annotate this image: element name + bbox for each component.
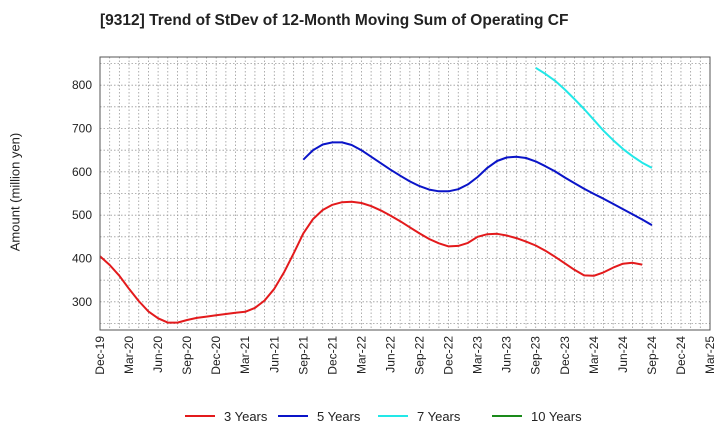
legend-swatch [378, 415, 408, 417]
y-tick-label: 700 [72, 122, 92, 136]
x-tick-label: Dec-24 [674, 336, 688, 375]
x-tick-label: Sep-22 [413, 336, 427, 375]
y-tick-label: 600 [72, 165, 92, 179]
series-line-5-years [302, 141, 653, 226]
x-tick-label: Dec-23 [558, 336, 572, 375]
x-tick-label: Sep-21 [296, 336, 310, 375]
y-tick-label: 300 [72, 295, 92, 309]
y-tick-label: 400 [72, 252, 92, 266]
x-tick-label: Sep-23 [529, 336, 543, 375]
x-tick-label: Jun-23 [500, 336, 514, 373]
legend-item: 5 Years [278, 406, 360, 426]
series-lines [99, 66, 653, 324]
legend-label: 7 Years [417, 408, 461, 424]
legend-swatch [278, 415, 308, 417]
x-tick-label: Dec-21 [325, 336, 339, 375]
x-tick-label: Dec-19 [93, 336, 107, 375]
x-tick-label: Mar-24 [587, 336, 601, 374]
y-tick-labels: 300 400 500 600 700 800 [72, 78, 92, 309]
x-tick-label: Sep-20 [180, 336, 194, 375]
legend-label: 10 Years [531, 408, 582, 424]
x-tick-label: Sep-24 [645, 336, 659, 375]
chart-title: [9312] Trend of StDev of 12-Month Moving… [100, 12, 569, 29]
x-tick-label: Mar-22 [354, 336, 368, 374]
x-tick-labels: Dec-19 Mar-20 Jun-20 Sep-20 Dec-20 Mar-21 Jun-… [93, 336, 717, 375]
x-tick-label: Dec-22 [442, 336, 456, 375]
legend-swatch [185, 415, 215, 417]
legend-item: 7 Years [378, 406, 460, 426]
x-tick-label: Jun-21 [267, 336, 281, 373]
legend: 3 Years 5 Years 7 Years 10 Years [0, 406, 720, 426]
series-line-7-years [535, 66, 653, 169]
legend-swatch [492, 415, 522, 417]
y-tick-label: 800 [72, 78, 92, 92]
x-tick-label: Mar-23 [471, 336, 485, 374]
x-tick-label: Mar-20 [122, 336, 136, 374]
grid-lines [100, 57, 710, 330]
x-tick-label: Mar-21 [238, 336, 252, 374]
x-tick-label: Dec-20 [209, 336, 223, 375]
legend-item: 10 Years [492, 406, 582, 426]
plot-frame [99, 56, 711, 331]
legend-label: 3 Years [224, 408, 268, 424]
series-line-3-years [99, 200, 643, 324]
x-tick-label: Jun-24 [616, 336, 630, 373]
x-tick-label: Jun-22 [383, 336, 397, 373]
legend-label: 5 Years [317, 408, 361, 424]
x-tick-label: Mar-25 [703, 336, 717, 374]
legend-item: 3 Years [185, 406, 267, 426]
x-tick-label: Jun-20 [151, 336, 165, 373]
y-tick-label: 500 [72, 208, 92, 222]
